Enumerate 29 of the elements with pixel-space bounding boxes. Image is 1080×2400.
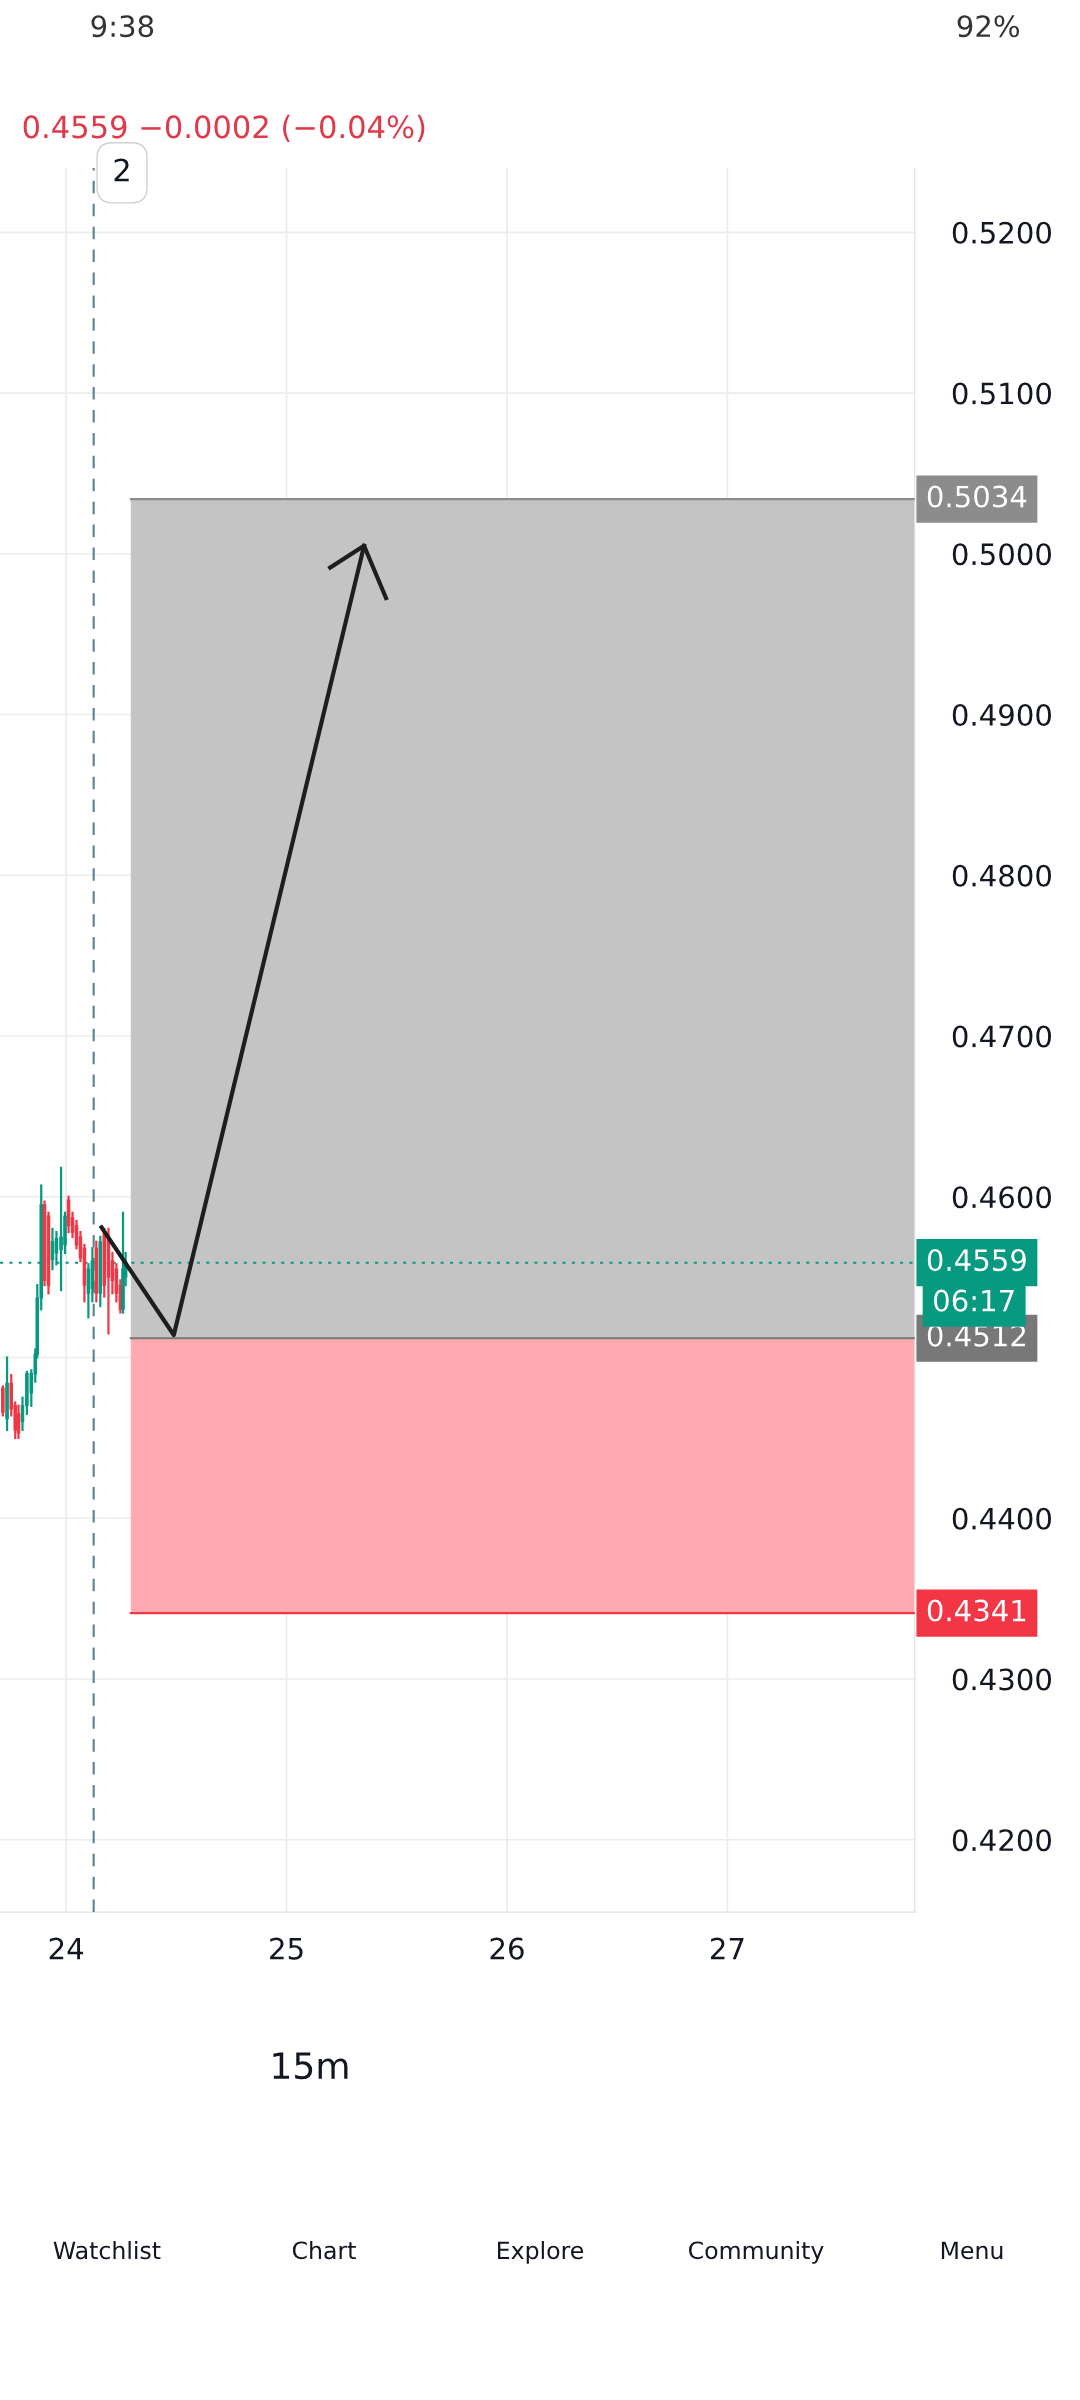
text: 9:38 [91, 15, 154, 38]
y-tick-label: 0.4800 [952, 864, 1051, 887]
y-tick-label: 0.5100 [952, 382, 1051, 405]
y-tick-label: 0.5000 [952, 543, 1051, 566]
text: Community [689, 2240, 824, 2264]
ref-line-label: 0.4341 [927, 1599, 1026, 1622]
candlestick [5, 1356, 9, 1431]
text: 15m [273, 2052, 348, 2080]
y-tick-label: 0.4300 [952, 1668, 1051, 1691]
text: Chart [292, 2240, 356, 2260]
y-tick-label: 0.4700 [952, 1025, 1051, 1048]
y-tick-label: 0.4200 [952, 1829, 1051, 1852]
ref-line-label: 0.4559 [927, 1249, 1026, 1272]
x-tick-label: 27 [710, 1937, 744, 1960]
text: 92% [957, 15, 1020, 38]
x-tick-label: 26 [490, 1937, 524, 1960]
text: 06:17 [934, 1289, 1014, 1312]
y-tick-label: 0.4600 [952, 1186, 1051, 1209]
text: Explore [498, 2240, 584, 2264]
text: 0.4559 −0.0002 (−0.04%) [23, 114, 425, 143]
x-tick-label: 25 [270, 1937, 303, 1960]
y-tick-label: 0.4900 [952, 703, 1051, 727]
ref-line-label: 0.5034 [927, 485, 1027, 508]
x-tick-label: 24 [49, 1937, 84, 1960]
y-tick-label: 0.4400 [952, 1507, 1051, 1530]
text: Menu [941, 2241, 1003, 2260]
annotation: 2 [114, 158, 129, 182]
y-tick-label: 0.5200 [952, 221, 1051, 244]
text: Watchlist [53, 2240, 161, 2260]
